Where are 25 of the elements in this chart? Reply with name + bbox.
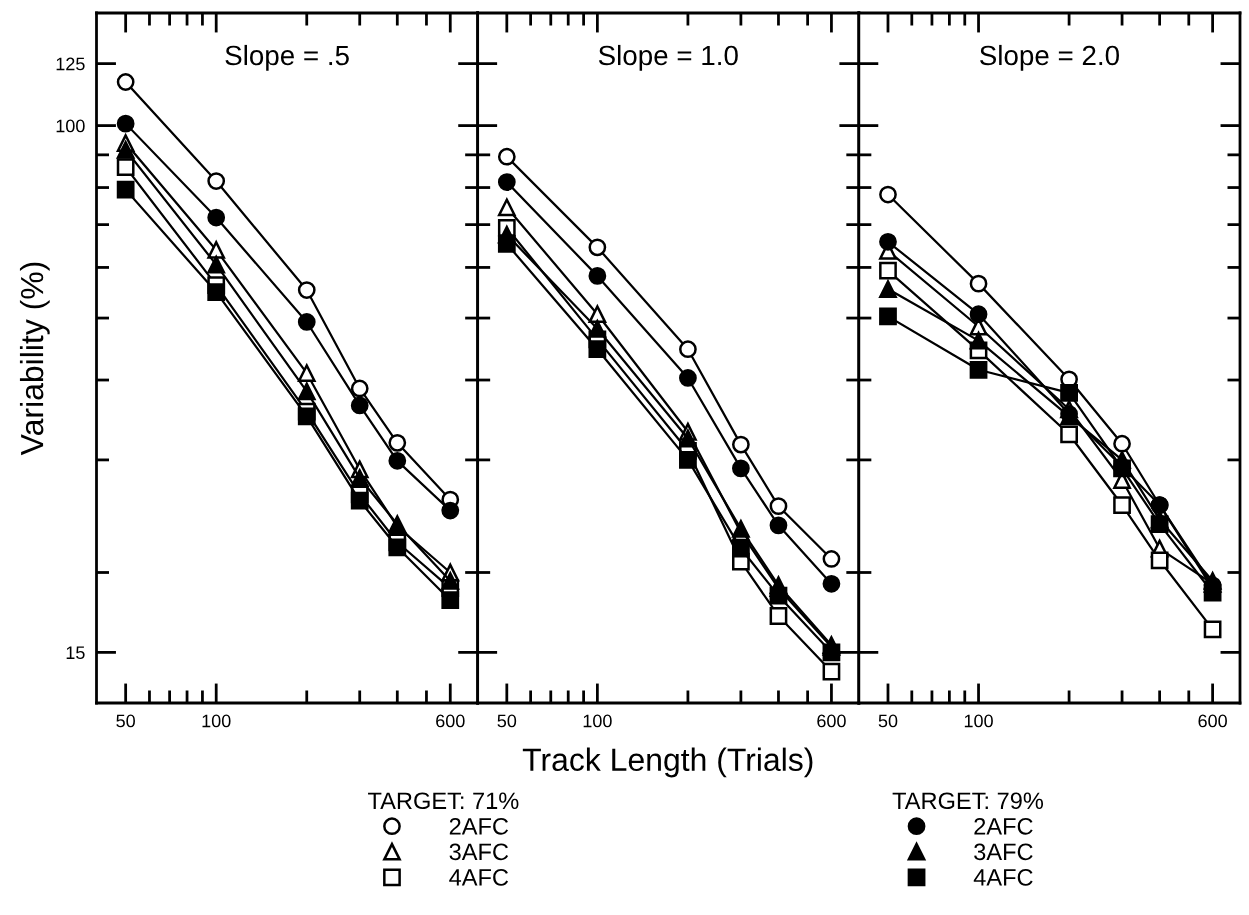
x-tick-label: 600 [436,714,465,728]
x-tick-label: 600 [817,714,846,728]
y-tick-label: 15 [66,646,85,660]
legend-label: 3AFC [449,843,509,861]
text: TARGET: 79% [892,792,1044,810]
x-tick-label: 50 [497,714,517,728]
x-tick-label: 50 [116,714,135,728]
legend-label: 4AFC [449,869,509,886]
text: Slope = 1.0 [598,44,738,71]
legend-label: 4AFC [973,869,1033,886]
legend-label: 2AFC [974,817,1033,835]
x-tick-label: 100 [202,714,231,728]
y-tick-label: 100 [56,119,85,133]
x-tick-label: 600 [1198,714,1227,728]
legend-label: 3AFC [974,843,1033,861]
x-tick-label: 100 [964,714,993,728]
legend-label: 2AFC [449,817,509,835]
x-tick-label: 100 [583,714,612,728]
text: Slope = .5 [225,44,349,71]
x-axis-title: Track Length (Trials) [522,747,813,778]
y-axis-title: Variability (%) [19,262,50,456]
text: Slope = 2.0 [980,44,1119,71]
y-tick-label: 125 [56,57,85,71]
x-tick-label: 50 [878,714,898,728]
text: TARGET: 71% [368,792,519,810]
